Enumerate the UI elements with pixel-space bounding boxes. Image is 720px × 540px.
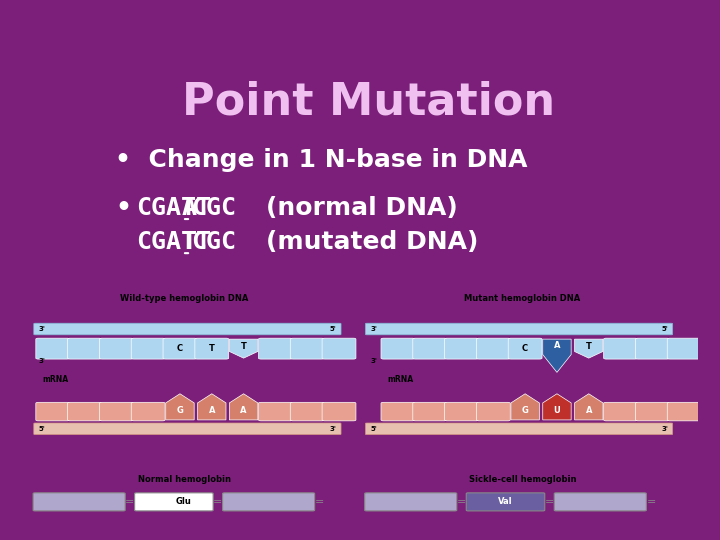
Text: Normal hemoglobin: Normal hemoglobin [138,475,230,484]
Text: =: = [647,497,656,507]
FancyBboxPatch shape [636,402,670,421]
FancyBboxPatch shape [68,338,102,359]
Text: A: A [240,406,247,415]
Text: G: G [176,406,184,415]
Text: U: U [554,406,560,415]
Text: A: A [209,406,215,415]
FancyBboxPatch shape [477,338,510,359]
Text: •  Change in 1 N-base in DNA: • Change in 1 N-base in DNA [115,148,528,172]
Text: Val: Val [498,497,513,507]
FancyBboxPatch shape [34,323,341,335]
Polygon shape [230,394,258,420]
Text: (mutated DNA): (mutated DNA) [231,231,479,254]
FancyBboxPatch shape [290,402,324,421]
Text: CGC: CGC [191,231,236,254]
Text: A: A [585,406,592,415]
FancyBboxPatch shape [322,338,356,359]
FancyBboxPatch shape [33,493,125,511]
Text: mRNA: mRNA [387,375,413,384]
Text: CGC: CGC [191,196,236,220]
FancyBboxPatch shape [381,402,415,421]
Polygon shape [230,339,258,358]
Text: mRNA: mRNA [42,375,68,384]
FancyBboxPatch shape [467,493,545,511]
Text: =: = [213,497,222,507]
FancyBboxPatch shape [603,338,637,359]
FancyBboxPatch shape [413,402,446,421]
Text: 3': 3' [661,426,668,432]
FancyBboxPatch shape [135,493,213,511]
FancyBboxPatch shape [445,402,478,421]
FancyBboxPatch shape [508,338,542,359]
FancyBboxPatch shape [413,338,446,359]
FancyBboxPatch shape [667,402,701,421]
FancyBboxPatch shape [195,338,229,359]
Text: •: • [115,196,131,220]
Text: CGATT: CGATT [136,196,211,220]
FancyBboxPatch shape [603,402,637,421]
FancyBboxPatch shape [290,338,324,359]
Text: 5': 5' [330,326,336,332]
Text: G: G [522,406,528,415]
Polygon shape [197,394,226,420]
FancyBboxPatch shape [322,402,356,421]
Text: 3': 3' [330,426,336,432]
Text: Sickle-cell hemoglobin: Sickle-cell hemoglobin [469,475,576,484]
Polygon shape [166,394,194,420]
Text: T: T [209,344,215,353]
FancyBboxPatch shape [99,338,133,359]
FancyBboxPatch shape [36,338,70,359]
Text: T: T [240,342,246,351]
Polygon shape [543,339,571,373]
Text: 3': 3' [39,326,45,332]
FancyBboxPatch shape [163,338,197,359]
FancyBboxPatch shape [222,493,315,511]
Text: A: A [182,196,197,220]
FancyBboxPatch shape [131,402,165,421]
FancyBboxPatch shape [258,338,292,359]
Text: Mutant hemoglobin DNA: Mutant hemoglobin DNA [464,294,580,303]
Text: CGATT: CGATT [136,231,211,254]
FancyBboxPatch shape [381,338,415,359]
FancyBboxPatch shape [36,402,70,421]
Text: T: T [586,342,592,351]
FancyBboxPatch shape [131,338,165,359]
FancyBboxPatch shape [99,402,133,421]
FancyBboxPatch shape [366,423,672,435]
Text: Wild-type hemoglobin DNA: Wild-type hemoglobin DNA [120,294,248,303]
Text: Point Mutation: Point Mutation [182,80,556,124]
Text: 3': 3' [370,326,377,332]
Text: Glu: Glu [176,497,192,507]
FancyBboxPatch shape [365,493,456,511]
Text: =: = [456,497,467,507]
FancyBboxPatch shape [34,423,341,435]
Text: 3': 3' [370,357,377,363]
Text: (normal DNA): (normal DNA) [231,196,458,220]
FancyBboxPatch shape [68,402,102,421]
FancyBboxPatch shape [636,338,670,359]
Text: =: = [545,497,554,507]
Text: =: = [125,497,135,507]
FancyBboxPatch shape [554,493,647,511]
Text: 5': 5' [39,426,45,432]
Text: C: C [177,344,183,353]
Text: C: C [522,344,528,353]
FancyBboxPatch shape [477,402,510,421]
FancyBboxPatch shape [366,323,672,335]
Polygon shape [575,339,603,358]
Polygon shape [575,394,603,420]
Text: 3': 3' [39,357,45,363]
Text: 5': 5' [661,326,668,332]
Text: T: T [182,231,197,254]
Polygon shape [511,394,539,420]
FancyBboxPatch shape [445,338,478,359]
Text: 5': 5' [370,426,377,432]
FancyBboxPatch shape [258,402,292,421]
Text: A: A [554,341,560,350]
Polygon shape [543,394,571,420]
Text: =: = [315,497,324,507]
FancyBboxPatch shape [667,338,701,359]
